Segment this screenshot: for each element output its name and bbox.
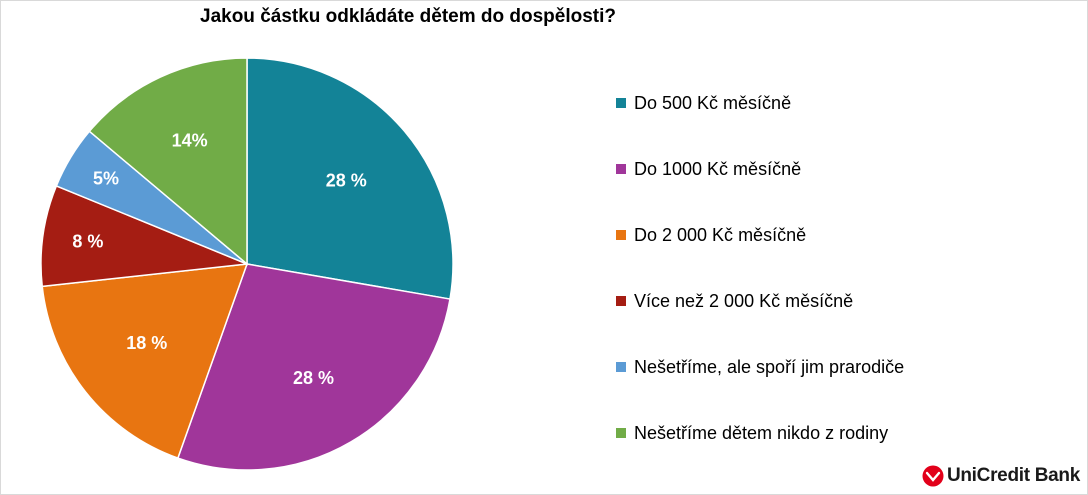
slice-value-label-5: 5% (93, 169, 119, 189)
slice-value-label-2: 28 % (293, 368, 334, 388)
pie-slice-4 (40, 184, 248, 288)
pie-slice-1 (246, 57, 454, 300)
legend-label: Více než 2 000 Kč měsíčně (634, 290, 854, 311)
legend-label: Do 2 000 Kč měsíčně (634, 224, 807, 245)
legend-swatch (616, 428, 626, 438)
legend-item-5: Nešetříme, ale spoří jim prarodiče (616, 352, 1036, 382)
slice-value-label-6: 14% (172, 131, 208, 151)
pie-slice-3 (41, 263, 249, 460)
unicredit-logo: UniCredit Bank (922, 465, 1080, 487)
legend-item-4: Více než 2 000 Kč měsíčně (616, 286, 1036, 316)
pie-chart: 28 % 28 % 18 % 8 % 5% 14% (40, 57, 454, 471)
logo-text: UniCredit Bank (946, 465, 1080, 486)
slice-value-label-4: 8 % (72, 232, 103, 252)
slice-value-label-3: 18 % (126, 333, 167, 353)
legend-label: Do 500 Kč měsíčně (634, 92, 792, 113)
legend-item-3: Do 2 000 Kč měsíčně (616, 220, 1036, 250)
unicredit-logo-icon (922, 465, 944, 487)
legend-label: Do 1000 Kč měsíčně (634, 158, 802, 179)
slice-value-label-1: 28 % (326, 170, 367, 190)
legend-swatch (616, 98, 626, 108)
legend-label: Nešetříme dětem nikdo z rodiny (634, 422, 889, 443)
legend-item-6: Nešetříme dětem nikdo z rodiny (616, 418, 1036, 448)
legend-swatch (616, 362, 626, 372)
legend-swatch (616, 164, 626, 174)
pie-slice-2 (176, 263, 451, 471)
legend-swatch (616, 230, 626, 240)
legend-item-1: Do 500 Kč měsíčně (616, 88, 1036, 118)
legend-swatch (616, 296, 626, 306)
legend-item-2: Do 1000 Kč měsíčně (616, 154, 1036, 184)
legend-label: Nešetříme, ale spoří jim prarodiče (634, 356, 905, 377)
pie-slice-6 (88, 57, 248, 266)
chart-legend: Do 500 Kč měsíčně Do 1000 Kč měsíčně Do 2 … (616, 88, 1036, 484)
chart-title: Jakou částku odkládáte dětem do dospělos… (200, 6, 616, 27)
